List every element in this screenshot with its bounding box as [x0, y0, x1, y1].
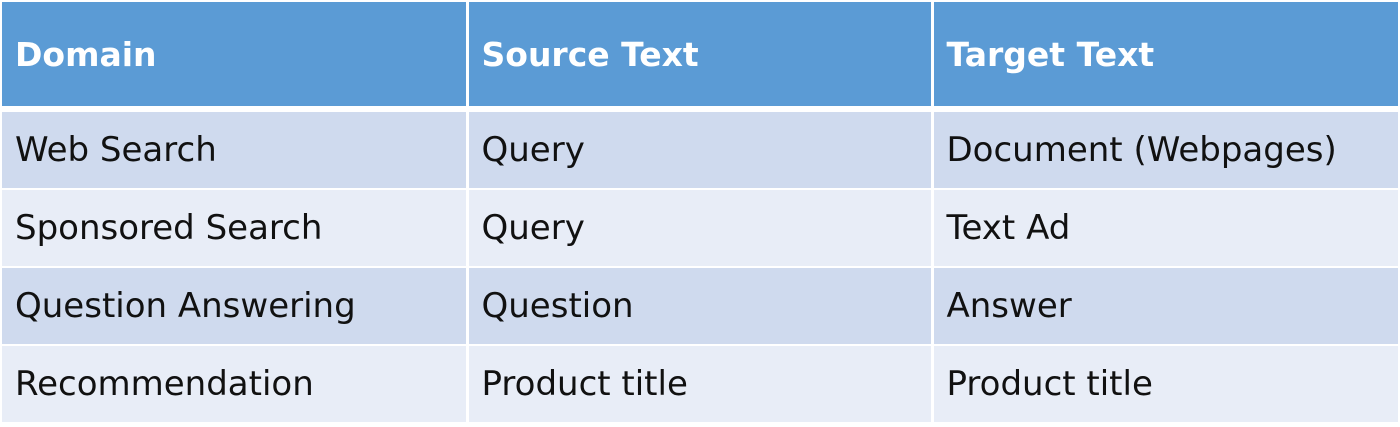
cell-domain: Web Search [2, 109, 469, 190]
cell-target-text: Answer [932, 267, 1398, 346]
cell-domain: Question Answering [2, 267, 469, 346]
cell-source-text: Query [467, 189, 934, 268]
header-source-text: Source Text [467, 2, 934, 112]
table-row: Sponsored Search Query Text Ad [2, 189, 1398, 268]
cell-domain: Recommendation [2, 345, 469, 424]
cell-source-text: Question [467, 267, 934, 346]
header-target-text: Target Text [932, 2, 1398, 112]
header-domain: Domain [2, 2, 469, 112]
cell-domain: Sponsored Search [2, 189, 469, 268]
cell-target-text: Text Ad [932, 189, 1398, 268]
table-body: Web Search Query Document (Webpages) Spo… [2, 109, 1398, 424]
table-row: Question Answering Question Answer [2, 267, 1398, 346]
table-row: Web Search Query Document (Webpages) [2, 109, 1398, 190]
cell-source-text: Query [467, 109, 934, 190]
table-header: Domain Source Text Target Text [2, 2, 1398, 112]
cell-source-text: Product title [467, 345, 934, 424]
cell-target-text: Document (Webpages) [932, 109, 1398, 190]
cell-target-text: Product title [932, 345, 1398, 424]
table-row: Recommendation Product title Product tit… [2, 345, 1398, 424]
header-row: Domain Source Text Target Text [2, 2, 1398, 112]
